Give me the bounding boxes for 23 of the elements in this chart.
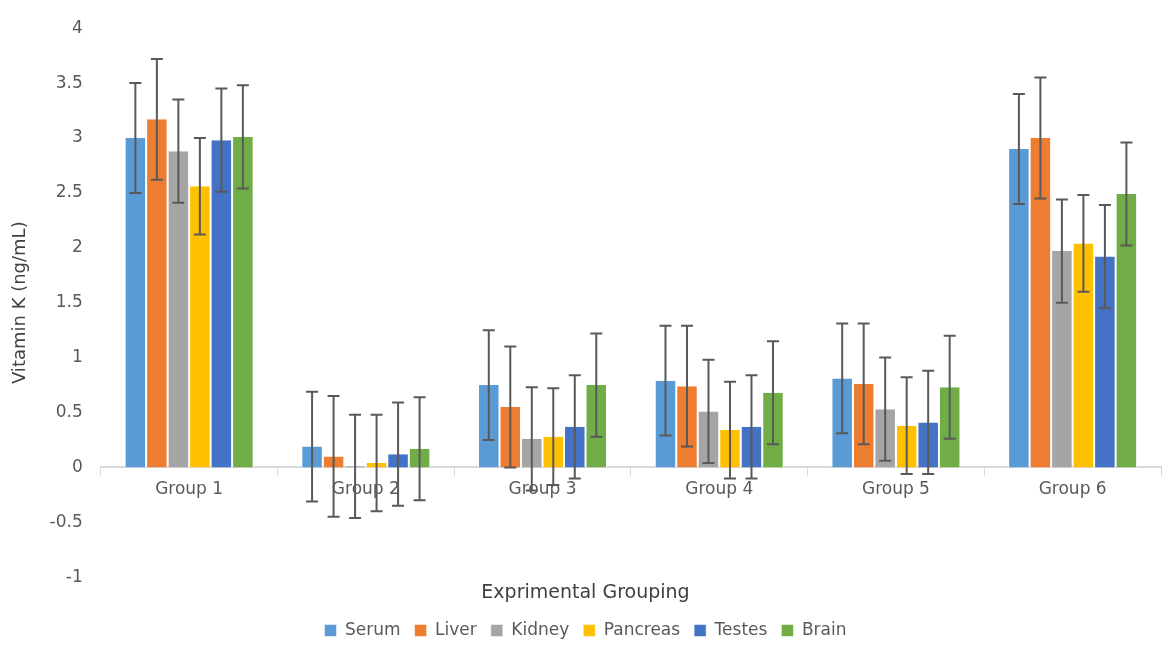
legend-label: Brain xyxy=(801,618,847,639)
x-tick-label: Group 1 xyxy=(155,478,224,499)
y-tick-label: 0.5 xyxy=(55,400,83,421)
x-axis-title: Exprimental Grouping xyxy=(481,579,690,602)
legend-label: Testes xyxy=(713,618,768,639)
legend-label: Pancreas xyxy=(603,618,681,639)
legend-label: Liver xyxy=(435,618,477,639)
y-tick-label: 2 xyxy=(71,236,83,257)
y-tick-label: 1.5 xyxy=(55,291,83,312)
x-tick-label: Group 6 xyxy=(1038,478,1107,499)
y-tick-label: 1 xyxy=(71,346,83,367)
y-axis-title: Vitamin K (ng/mL) xyxy=(8,221,30,385)
x-tick-label: Group 5 xyxy=(861,478,930,499)
y-tick-label: 0 xyxy=(71,455,83,476)
x-tick-label: Group 4 xyxy=(685,478,754,499)
legend-label: Serum xyxy=(345,618,401,639)
y-tick-label: 3.5 xyxy=(55,71,83,92)
legend-label: Kidney xyxy=(511,618,570,639)
y-tick-label: 2.5 xyxy=(55,181,83,202)
y-tick-label: -1 xyxy=(65,565,83,586)
y-tick-label: 4 xyxy=(71,16,83,37)
y-tick-label: 3 xyxy=(71,126,83,147)
y-tick-label: -0.5 xyxy=(49,510,83,531)
